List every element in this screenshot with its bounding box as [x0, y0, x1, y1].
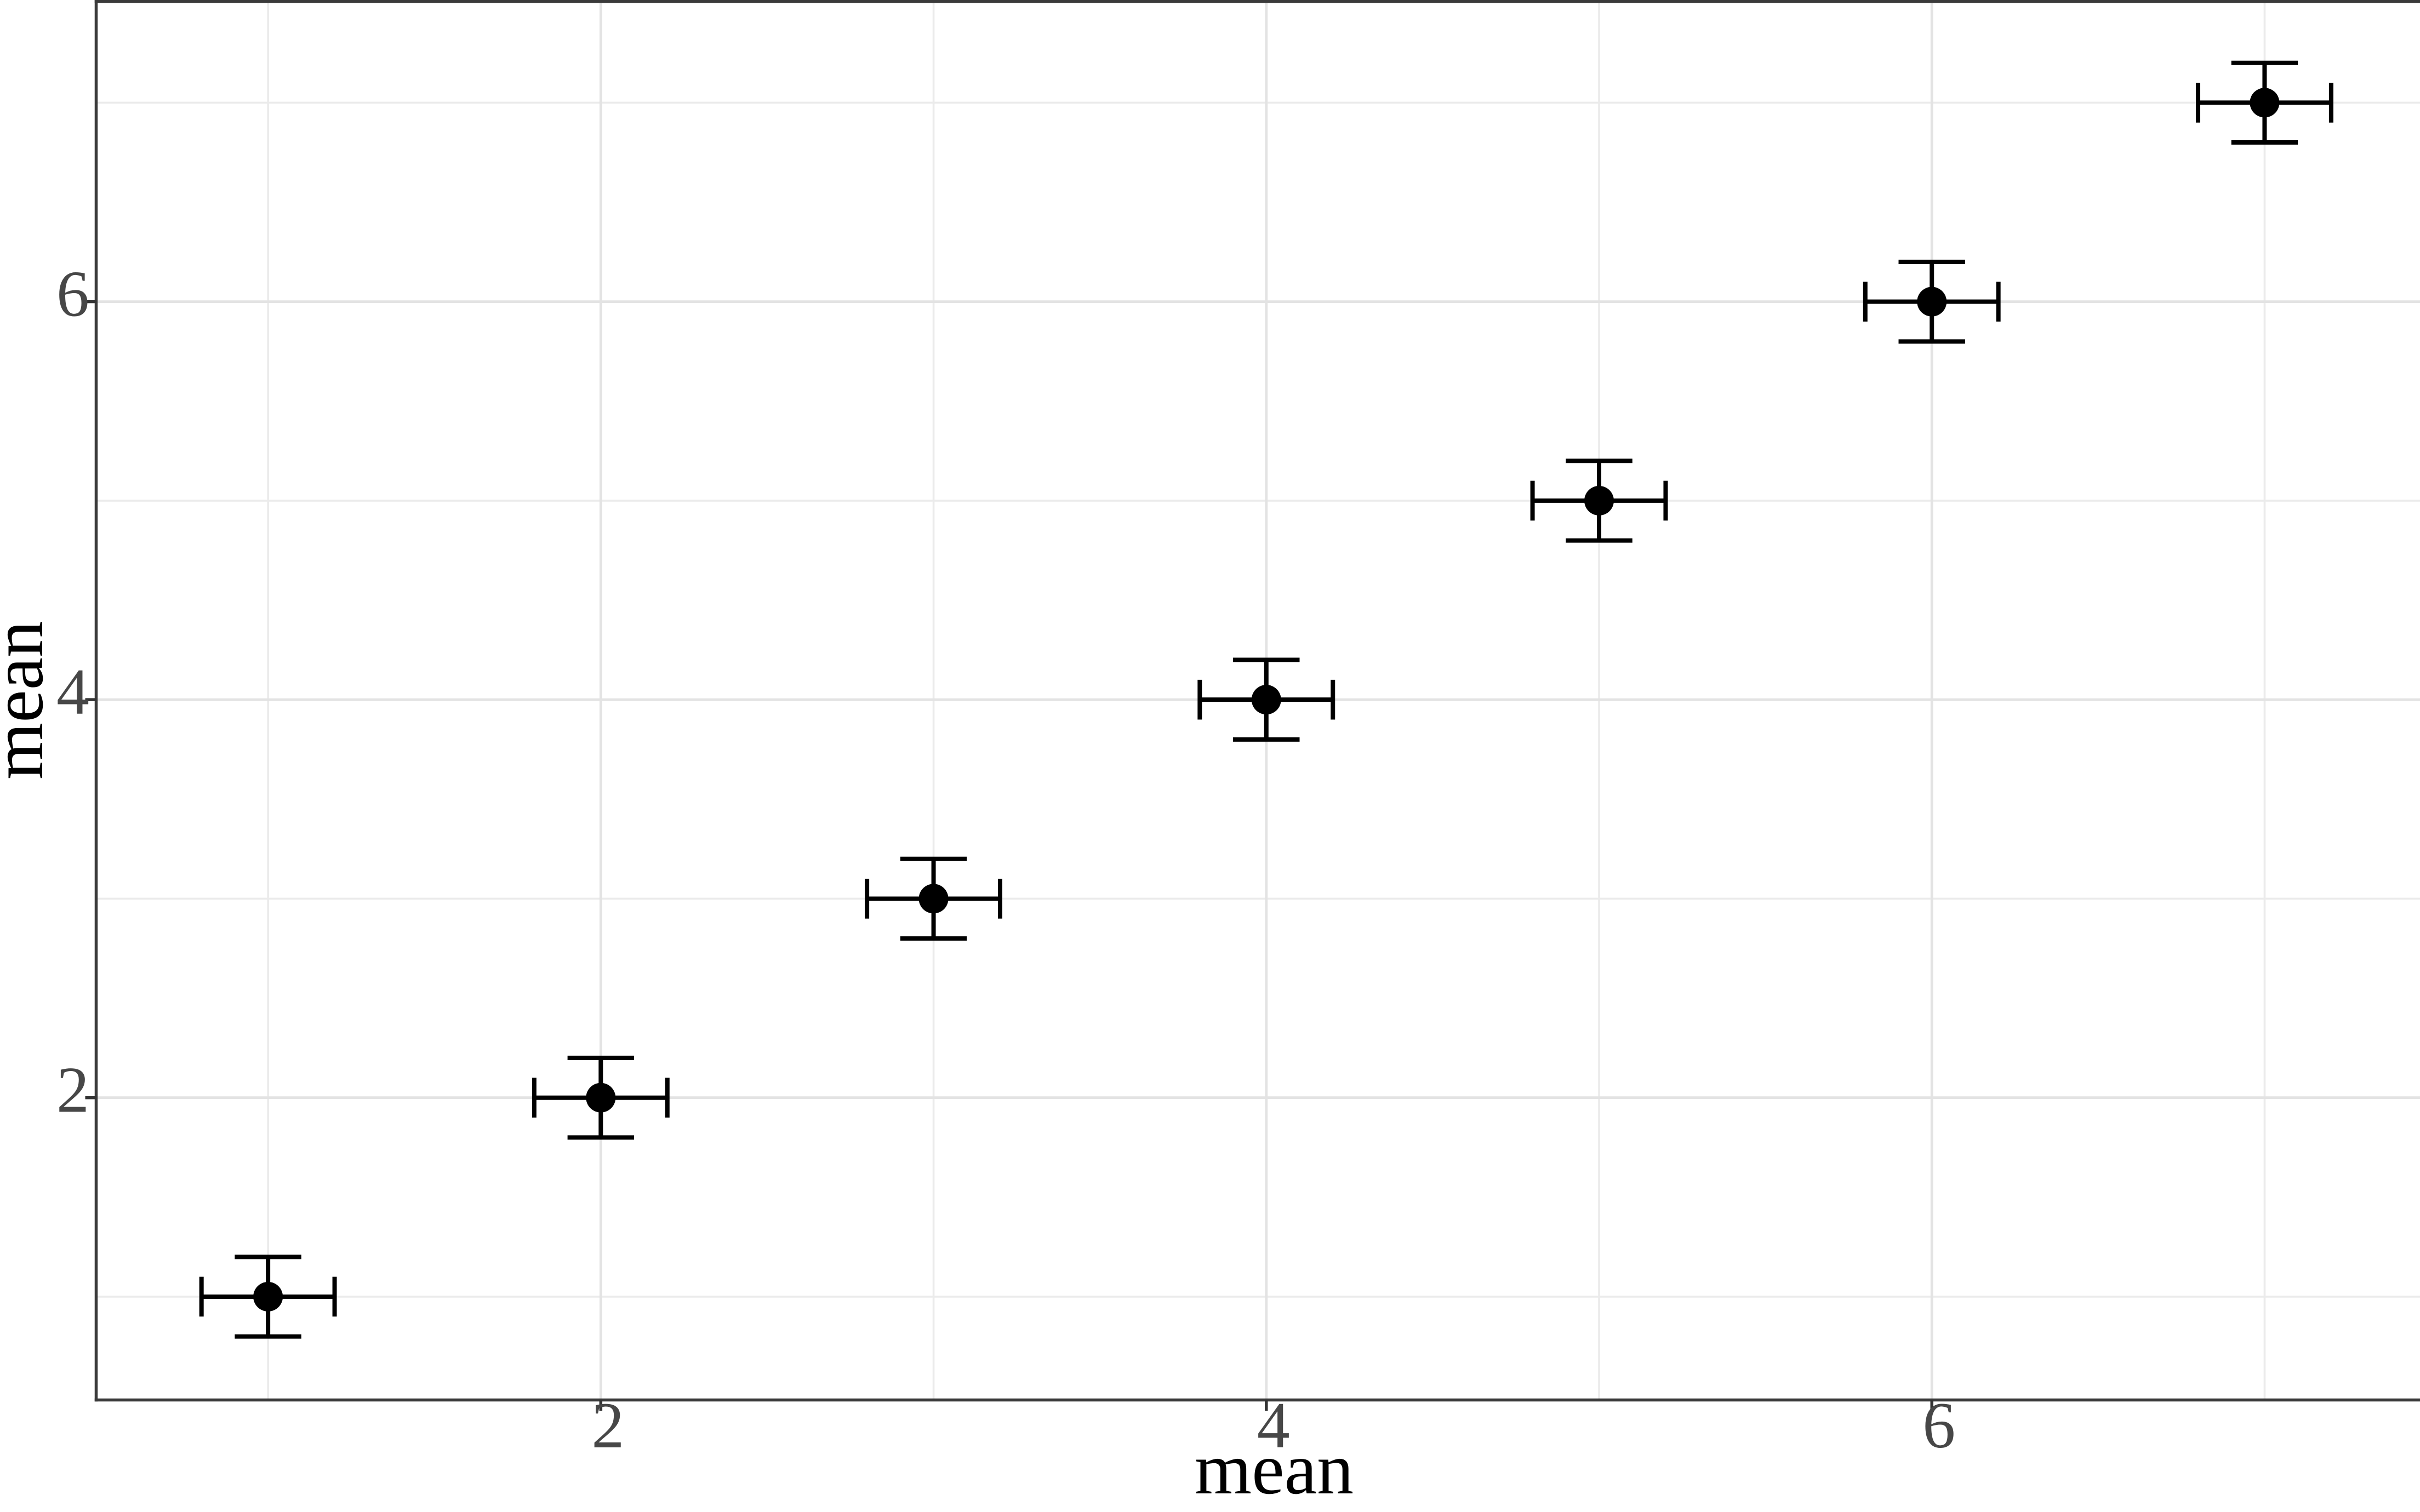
data-point [1251, 685, 1281, 715]
data-point [2250, 88, 2280, 118]
y-tick-label: 6 [56, 257, 89, 330]
x-axis-title: mean [1195, 1428, 1354, 1509]
data-point [586, 1083, 616, 1113]
data-point-group [532, 1056, 670, 1140]
data-point [1584, 485, 1614, 516]
x-tick-label: 4 [1257, 1389, 1290, 1462]
data-point [918, 884, 949, 914]
data-point-group [2195, 60, 2333, 145]
x-tick-label: 2 [591, 1389, 624, 1462]
axis-titles-layer: mean mean [0, 621, 1354, 1509]
data-point-group [1863, 260, 2001, 344]
data-point-group [199, 1255, 337, 1339]
data-point-group [1530, 459, 1668, 543]
x-tick-label: 6 [1922, 1389, 1955, 1462]
y-tick-label: 4 [56, 655, 89, 728]
data-point-group [865, 856, 1003, 941]
tick-marks-layer [85, 300, 1933, 1411]
data-point-group [1197, 657, 1335, 742]
data-point [1917, 287, 1947, 317]
y-tick-label: 2 [56, 1053, 89, 1126]
data-series-layer [199, 60, 2333, 1339]
y-axis-title: mean [0, 621, 58, 780]
tick-labels-layer: 2 4 6 2 4 6 [56, 257, 1955, 1462]
data-point [253, 1281, 283, 1311]
